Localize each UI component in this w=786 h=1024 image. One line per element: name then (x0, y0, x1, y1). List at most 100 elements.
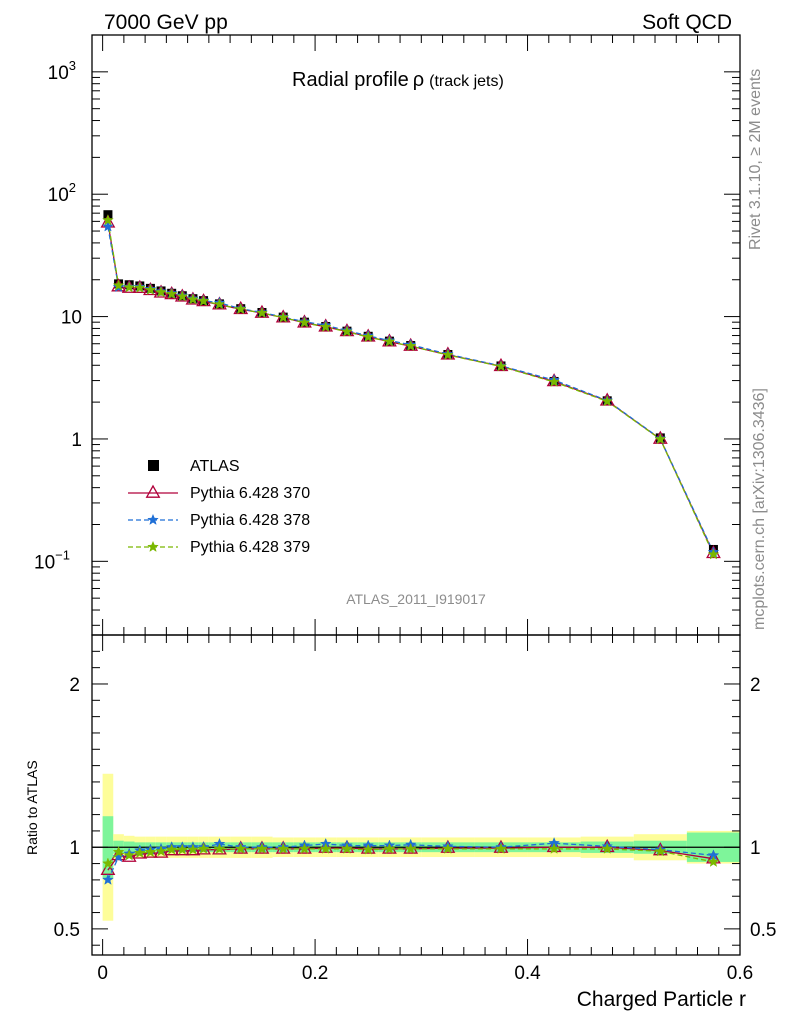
ratio-series-marker (383, 842, 396, 854)
ratio-series-marker (112, 850, 125, 863)
ratio-y-tick-label-right: 1 (750, 838, 761, 859)
ratio-series-marker (601, 842, 614, 854)
series-marker (601, 395, 614, 407)
series-marker (255, 306, 268, 319)
ratio-series-marker (707, 855, 720, 867)
y-tick-label: 102 (48, 180, 76, 206)
ratio-series-marker (441, 842, 454, 854)
ratio-series-marker (548, 842, 560, 854)
legend-label: Pythia 6.428 370 (190, 485, 310, 502)
process-label: Soft QCD (642, 11, 732, 34)
legend-label-atlas: ATLAS (190, 458, 240, 475)
ratio-series-marker (102, 873, 114, 885)
ratio-series-marker (123, 849, 136, 861)
ratio-series-marker (298, 842, 311, 854)
ratio-series-marker (654, 845, 667, 857)
series-marker (123, 281, 136, 293)
ratio-series-marker (277, 842, 290, 854)
series-marker (187, 293, 199, 305)
series-marker (277, 311, 290, 323)
legend-marker (147, 513, 159, 525)
y-tick-label: 10−1 (34, 547, 70, 573)
x-tick-label: 0.4 (514, 963, 541, 984)
ratio-y-tick-label: 2 (69, 675, 80, 696)
ratio-series-marker (362, 843, 375, 855)
series-marker (213, 298, 226, 310)
series-marker (176, 290, 189, 302)
ratio-series-marker (176, 843, 189, 855)
series-marker (133, 281, 146, 293)
plot-title-main: Radial profile (292, 69, 409, 91)
legend: ATLAS Pythia 6.428 370 Pythia 6.428 378 Pyt… (128, 458, 310, 556)
ratio-series-marker (234, 842, 247, 854)
legend-label: Pythia 6.428 378 (190, 512, 310, 529)
ratio-y-tick-label-right: 2 (750, 675, 761, 696)
series-marker (319, 320, 332, 333)
y-tick-label: 1 (71, 430, 82, 451)
analysis-tag: ATLAS_2011_I919017 (346, 591, 486, 607)
ratio-series-marker (404, 842, 417, 854)
ratio-frame (91, 634, 741, 956)
ratio-series-marker (339, 839, 355, 853)
series-marker (383, 335, 396, 347)
series-marker (404, 339, 417, 352)
ratio-series-marker (187, 843, 199, 855)
ratio-series-marker (256, 842, 268, 854)
ratio-y-tick-label: 1 (69, 838, 80, 859)
legend-marker (147, 540, 159, 552)
series-line (107, 220, 714, 555)
ratio-series-marker (318, 839, 334, 853)
series-marker (144, 283, 157, 295)
x-tick-label: 0.6 (727, 963, 753, 984)
ratio-y-tick-label: 0.5 (54, 920, 80, 941)
series-marker (362, 330, 375, 343)
ratio-series-marker (495, 842, 507, 854)
series-marker (155, 286, 167, 298)
ratio-panel: 0 0.2 0.4 0.6 0.5 0.5 1 1 2 2 (54, 634, 776, 984)
series-line (107, 226, 714, 553)
ratio-series-marker (133, 846, 146, 858)
series-marker (298, 316, 311, 328)
series-marker (707, 548, 720, 560)
x-tick-label: 0.2 (302, 963, 328, 984)
series-marker (102, 214, 114, 226)
legend-label: Pythia 6.428 379 (190, 539, 310, 556)
ratio-series-marker (165, 843, 178, 855)
series-marker (495, 360, 507, 372)
ratio-series-marker (341, 842, 353, 854)
ratio-series-marker (319, 842, 332, 854)
plot-title-sub: (track jets) (429, 73, 504, 90)
plot-title-symbol: ρ (413, 69, 424, 91)
ratio-series-marker (102, 857, 114, 869)
series-marker (112, 279, 125, 291)
mcplots-reference-label: mcplots.cern.ch [arXiv:1306.3436] (751, 388, 768, 630)
legend-marker-atlas (148, 460, 159, 471)
ratio-series-marker (360, 840, 376, 854)
ratio-y-tick-label-right: 0.5 (750, 920, 776, 941)
energy-label: 7000 GeV pp (104, 11, 228, 34)
series-marker (165, 287, 178, 300)
rivet-version-label: Rivet 3.1.10, ≥ 2M events (747, 69, 764, 250)
ratio-axis-title: Ratio to ATLAS (24, 760, 40, 855)
series-marker (102, 220, 114, 232)
y-tick-label: 103 (48, 58, 76, 84)
ratio-series-marker (213, 842, 226, 854)
series-marker (654, 432, 667, 445)
ratio-series-marker (197, 842, 210, 854)
series-marker (234, 302, 247, 315)
legend-marker (145, 484, 161, 498)
y-tick-label: 10 (61, 308, 82, 329)
series-marker (548, 375, 560, 387)
ratio-series-marker (155, 845, 168, 857)
series-marker (441, 348, 454, 361)
ratio-series-marker (144, 845, 157, 858)
plot-title: Radial profile ρ (track jets) (292, 69, 504, 91)
series-marker (197, 294, 210, 307)
x-tick-label: 0 (97, 963, 108, 984)
series-marker (341, 325, 353, 337)
ratio-series-marker (112, 845, 125, 858)
series-line (107, 222, 714, 554)
x-axis-title: Charged Particle r (577, 988, 746, 1011)
